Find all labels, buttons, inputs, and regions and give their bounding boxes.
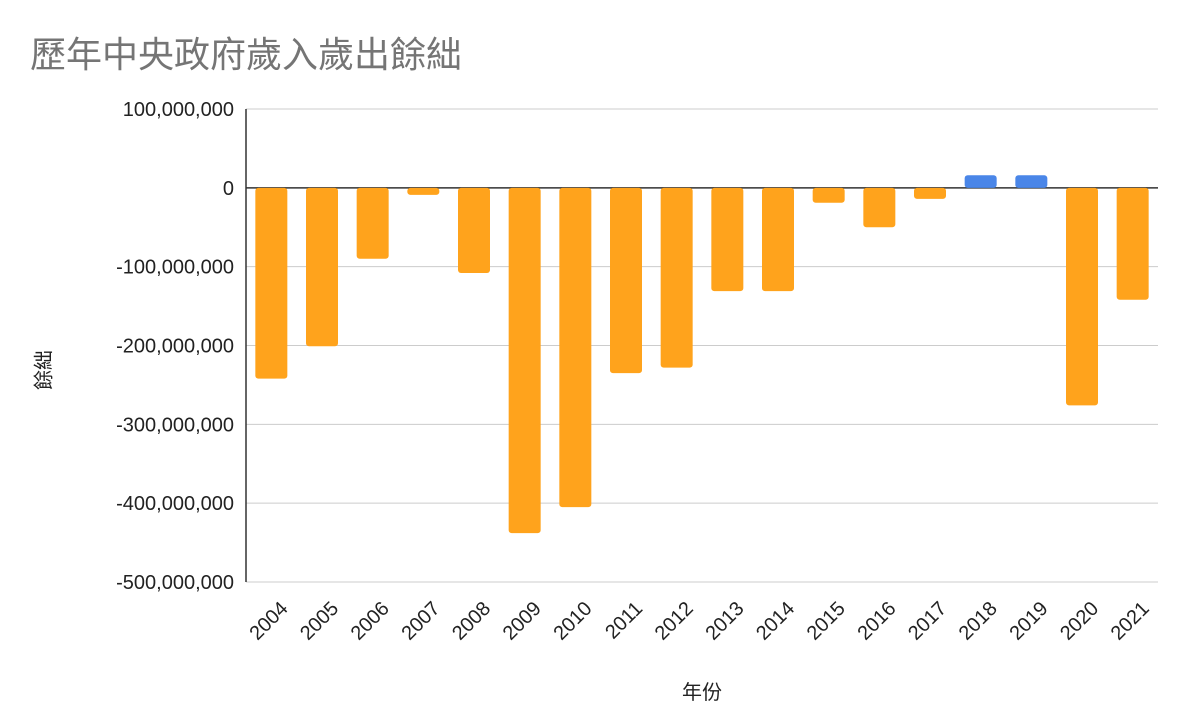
x-tick-label: 2007 bbox=[397, 598, 444, 645]
x-tick-label: 2009 bbox=[499, 598, 546, 645]
x-tick-label: 2021 bbox=[1107, 598, 1154, 645]
bars-layer bbox=[255, 175, 1149, 534]
x-tick-label: 2013 bbox=[701, 598, 748, 645]
bar-2010 bbox=[559, 187, 592, 508]
x-tick-label: 2017 bbox=[904, 598, 951, 645]
x-tick-label: 2012 bbox=[651, 598, 698, 645]
bar-2008 bbox=[458, 187, 490, 273]
y-tick-label: 100,000,000 bbox=[123, 99, 234, 121]
bar-2017 bbox=[914, 187, 946, 199]
y-tick-label: -400,000,000 bbox=[116, 493, 234, 515]
x-tick-label: 2018 bbox=[955, 598, 1002, 645]
x-axis-title: 年份 bbox=[682, 680, 722, 704]
bar-2020 bbox=[1066, 187, 1098, 406]
y-tick-label: -300,000,000 bbox=[116, 414, 234, 436]
bar-2013 bbox=[711, 187, 744, 292]
bar-2007 bbox=[407, 187, 440, 195]
x-tick-label: 2008 bbox=[448, 598, 495, 645]
x-tick-label: 2005 bbox=[296, 598, 343, 645]
bar-2006 bbox=[356, 187, 389, 259]
y-tick-label: 0 bbox=[223, 178, 234, 200]
bar-2005 bbox=[306, 187, 338, 347]
bar-2018 bbox=[964, 175, 997, 188]
y-tick-label: -200,000,000 bbox=[116, 336, 234, 358]
bar-2019 bbox=[1015, 175, 1048, 188]
x-tick-label: 2006 bbox=[347, 598, 394, 645]
bar-2014 bbox=[762, 187, 794, 292]
x-tick-label: 2011 bbox=[601, 598, 647, 644]
x-tick-label: 2020 bbox=[1056, 598, 1103, 645]
y-tick-label: -100,000,000 bbox=[116, 257, 234, 279]
bar-2004 bbox=[255, 187, 288, 379]
x-tick-label: 2004 bbox=[245, 598, 292, 645]
y-tick-labels: 100,000,000 0 -100,000,000 -200,000,000 -300… bbox=[116, 99, 234, 594]
bar-2009 bbox=[508, 187, 541, 534]
bar-2015 bbox=[812, 187, 845, 203]
bar-2021 bbox=[1116, 187, 1149, 300]
x-tick-label: 2010 bbox=[549, 598, 596, 645]
x-category-labels: 2004 2005 2006 2007 2008 2009 2010 2011 2012 2013… bbox=[245, 598, 1153, 645]
x-tick-label: 2015 bbox=[803, 598, 850, 645]
x-tick-label: 2019 bbox=[1005, 598, 1052, 645]
grid-layer bbox=[245, 108, 1158, 583]
chart-title: 歷年中央政府歲入歲出餘絀 bbox=[30, 35, 463, 76]
bar-2016 bbox=[863, 187, 896, 228]
bar-2011 bbox=[610, 187, 642, 374]
x-tick-label: 2016 bbox=[853, 598, 900, 645]
y-tick-label: -500,000,000 bbox=[116, 572, 234, 594]
bar-2012 bbox=[660, 187, 693, 368]
x-tick-label: 2014 bbox=[752, 598, 799, 645]
